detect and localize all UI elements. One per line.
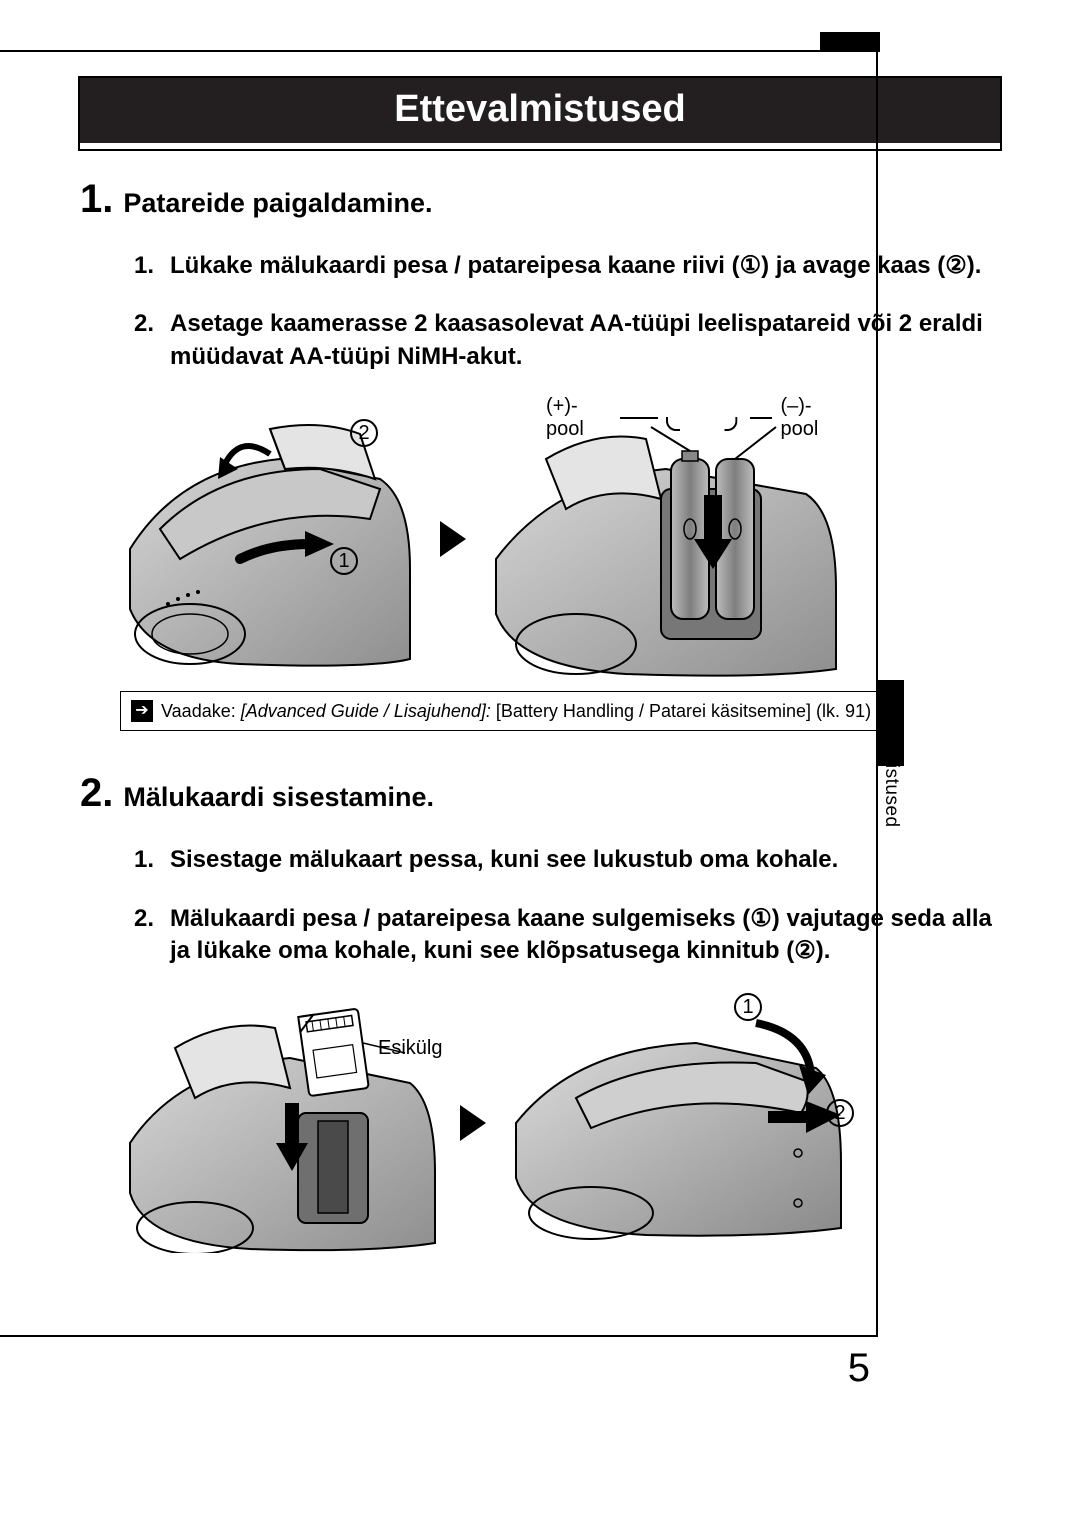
step-text: Lükake mälukaardi pesa / patareipesa kaa… bbox=[170, 250, 981, 282]
section-1-number: 1. bbox=[80, 177, 113, 222]
page-number: 5 bbox=[848, 1346, 870, 1391]
section-1-title: Patareide paigaldamine. bbox=[123, 188, 432, 219]
esikylg-label: Esikülg bbox=[378, 1037, 442, 1060]
callout-1-icon: 1 bbox=[330, 547, 358, 575]
section-2-step-1: 1. Sisestage mälukaart pessa, kuni see l… bbox=[134, 844, 1000, 876]
figure-close-cover: 1 2 bbox=[506, 1003, 846, 1243]
step-number: 2. bbox=[134, 308, 160, 373]
section-2-step-2: 2. Mälukaardi pesa / patareipesa kaane s… bbox=[134, 903, 1000, 968]
ref-rest: [Battery Handling / Patarei käsitsemine]… bbox=[491, 701, 871, 721]
section-2-steps: 1. Sisestage mälukaart pessa, kuni see l… bbox=[80, 844, 1000, 967]
top-rule bbox=[0, 50, 878, 52]
plus-pool-label: (+)-pool bbox=[546, 395, 612, 441]
arrow-right-icon: ➔ bbox=[131, 700, 153, 722]
section-1-step-1: 1. Lükake mälukaardi pesa / patareipesa … bbox=[134, 250, 1000, 282]
section-2-figures: Esikülg bbox=[120, 993, 1000, 1253]
section-1-step-2: 2. Asetage kaamerasse 2 kaasasolevat AA-… bbox=[134, 308, 1000, 373]
triangle-separator-icon bbox=[460, 1105, 486, 1141]
figure-insert-card: Esikülg bbox=[120, 993, 440, 1253]
bottom-rule bbox=[0, 1335, 878, 1337]
section-2: 2. Mälukaardi sisestamine. 1. Sisestage … bbox=[80, 771, 1000, 1253]
side-tab: Ettevalmistused bbox=[876, 680, 904, 890]
figure-insert-batteries: (+)-pool (–)-pool bbox=[486, 399, 846, 679]
manual-page: Ettevalmistused 1. Patareide paigaldamin… bbox=[0, 0, 1080, 1521]
callout-2-icon: 2 bbox=[826, 1099, 854, 1127]
section-1-heading: 1. Patareide paigaldamine. bbox=[80, 177, 1000, 222]
step-text: Sisestage mälukaart pessa, kuni see luku… bbox=[170, 844, 838, 876]
section-2-title: Mälukaardi sisestamine. bbox=[123, 782, 434, 813]
triangle-separator-icon bbox=[440, 521, 466, 557]
section-1: 1. Patareide paigaldamine. 1. Lükake mäl… bbox=[80, 177, 1000, 731]
step-number: 1. bbox=[134, 250, 160, 282]
section-2-number: 2. bbox=[80, 771, 113, 816]
section-2-heading: 2. Mälukaardi sisestamine. bbox=[80, 771, 1000, 816]
title-banner: Ettevalmistused bbox=[80, 78, 1000, 149]
section-1-figures: 2 1 (+)-pool (–)-pool bbox=[120, 399, 1000, 679]
figure-camera-open-cover: 2 1 bbox=[120, 409, 420, 669]
minus-pool-label: (–)-pool bbox=[780, 395, 846, 441]
side-tab-label: Ettevalmistused bbox=[880, 686, 902, 828]
reference-box: ➔ Vaadake: [Advanced Guide / Lisajuhend]… bbox=[120, 691, 900, 731]
ref-prefix: Vaadake: bbox=[161, 701, 241, 721]
pool-labels: (+)-pool (–)-pool bbox=[546, 395, 846, 441]
callout-2-icon: 2 bbox=[350, 419, 378, 447]
reference-text: Vaadake: [Advanced Guide / Lisajuhend]: … bbox=[161, 701, 871, 722]
step-number: 2. bbox=[134, 903, 160, 968]
step-number: 1. bbox=[134, 844, 160, 876]
header-black-tab bbox=[820, 32, 880, 52]
ref-italic: [Advanced Guide / Lisajuhend]: bbox=[241, 701, 491, 721]
section-1-steps: 1. Lükake mälukaardi pesa / patareipesa … bbox=[80, 250, 1000, 373]
